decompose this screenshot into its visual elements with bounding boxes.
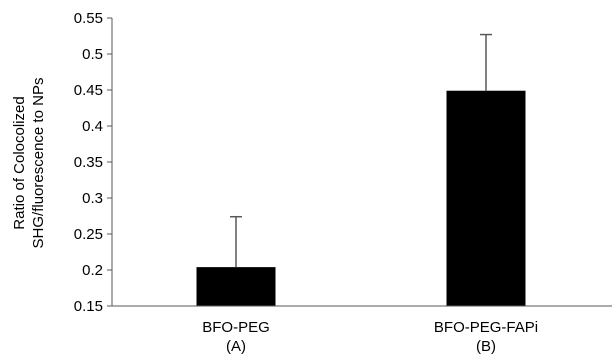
error-bars — [230, 33, 492, 268]
x-category-label: BFO-PEG-FAPi — [434, 319, 538, 336]
y-tick-label: 0.35 — [74, 154, 103, 171]
y-tick-label: 0.45 — [74, 82, 103, 99]
x-category-label: BFO-PEG — [202, 319, 270, 336]
y-axis-label-line-2: SHG/fluorescence to NPs — [30, 78, 47, 249]
y-tick-label: 0.4 — [82, 118, 103, 135]
y-tick-label: 0.3 — [82, 190, 103, 207]
axes — [111, 18, 612, 307]
y-tick-label: 0.2 — [82, 262, 103, 279]
bar-bfo-peg — [196, 267, 276, 306]
y-tick-label: 0.5 — [82, 46, 103, 63]
bars — [196, 90, 526, 306]
x-category-sublabel: (A) — [226, 338, 246, 355]
x-axis-categories: BFO-PEG (A) BFO-PEG-FAPi (B) — [202, 319, 538, 355]
y-axis-label: Ratio of Colocolized SHG/fluorescence to… — [11, 78, 47, 249]
x-category-sublabel: (B) — [476, 338, 496, 355]
y-tick-label: 0.25 — [74, 226, 103, 243]
y-tick-label: 0.15 — [74, 298, 103, 315]
bar-bfo-peg-fapi — [446, 90, 526, 306]
y-axis-ticks: 0.15 0.2 0.25 0.3 0.35 0.4 0.45 0.5 0.55 — [74, 10, 112, 315]
y-axis-label-line-1: Ratio of Colocolized — [11, 96, 28, 229]
y-tick-label: 0.55 — [74, 10, 103, 27]
